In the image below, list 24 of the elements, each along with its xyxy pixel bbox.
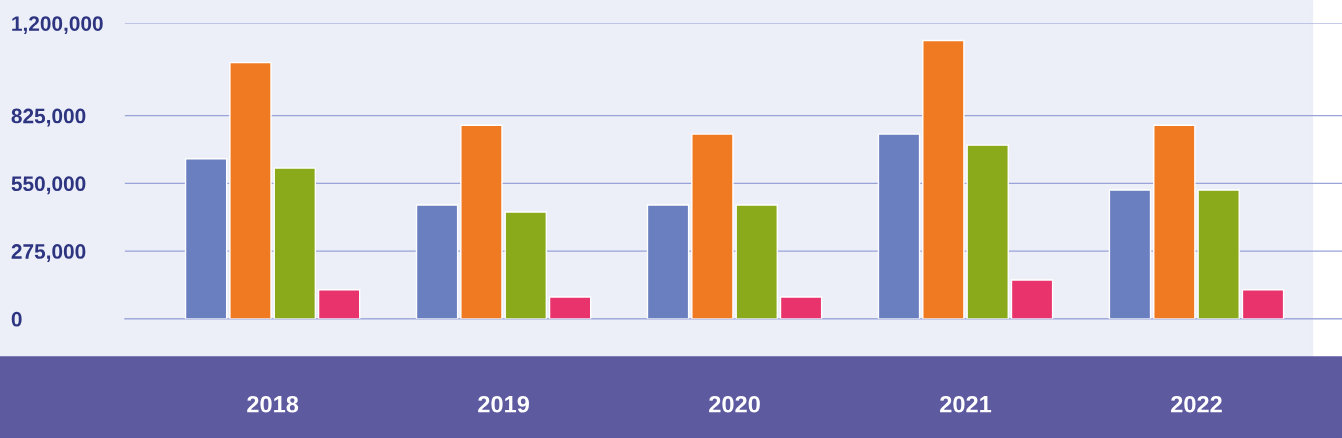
- y-tick-label: 0: [11, 311, 22, 327]
- bar: [504, 211, 548, 319]
- x-tick-label: 2019: [478, 395, 529, 413]
- bar: [779, 296, 823, 319]
- bar: [184, 158, 228, 319]
- bar: [460, 124, 503, 319]
- y-tick-label: 275,000: [11, 244, 86, 262]
- y-tick-label: 1,200,000: [12, 16, 103, 34]
- bar: [415, 204, 459, 319]
- bar: [1010, 279, 1054, 319]
- bar: [317, 289, 361, 319]
- bar: [646, 204, 690, 319]
- x-tick-label: 2018: [247, 395, 299, 413]
- y-tick-label: 550,000: [11, 176, 86, 195]
- bar: [548, 296, 592, 319]
- x-tick-label: 2022: [1171, 395, 1222, 413]
- bar: [273, 167, 317, 319]
- x-tick-label: 2021: [940, 395, 992, 413]
- y-tick-label: 825,000: [11, 108, 86, 127]
- bar: [877, 133, 921, 319]
- bar: [1108, 189, 1152, 319]
- bar: [229, 61, 272, 319]
- x-tick-label: 2020: [709, 395, 760, 413]
- bar: [1241, 289, 1285, 319]
